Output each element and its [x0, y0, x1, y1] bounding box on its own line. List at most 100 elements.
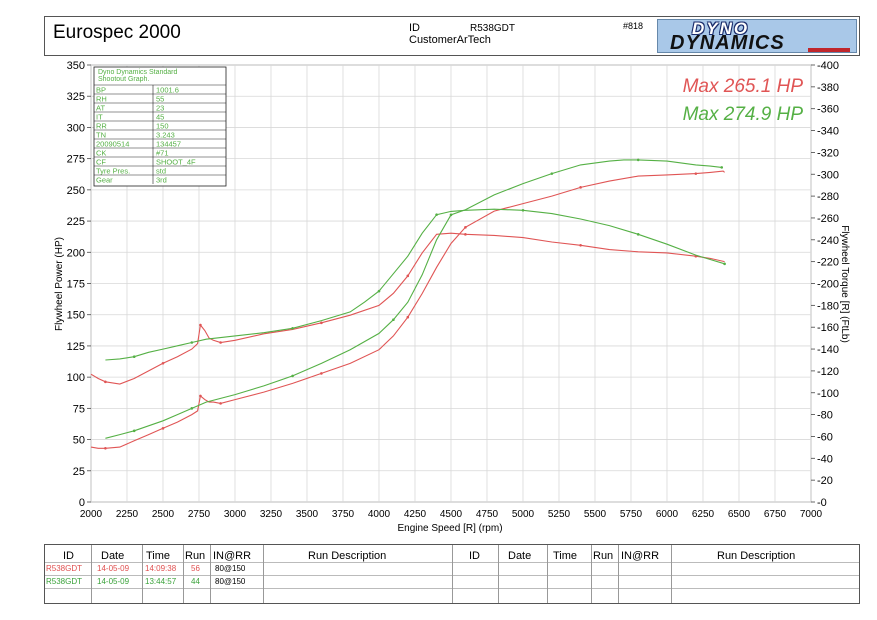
x-tick-label: 4500 — [440, 509, 463, 520]
y-left-tick-label: 350 — [67, 60, 85, 72]
chart-ticks: 2000 2250 2500 2750 3000 3250 3500 3750 4000 4250… — [67, 60, 839, 520]
col-header-inrr: IN@RR — [213, 550, 252, 562]
power-point-1 — [579, 186, 582, 189]
run-table: ID Date Time Run IN@RR Run Description I… — [44, 544, 860, 604]
power-line-2 — [105, 159, 722, 439]
row1-time: 14:09:38 — [145, 564, 177, 573]
y-left-tick-label: 125 — [67, 341, 85, 353]
row2-id: R538GDT — [46, 577, 83, 586]
y-left-tick-label: 50 — [73, 435, 85, 447]
max-power-annotation-red: Max 265.1 HP — [683, 76, 804, 97]
power-point-2 — [720, 166, 724, 169]
y-right-tick-label: -260 — [817, 213, 839, 225]
torque-point-1 — [320, 321, 323, 325]
info-box-value: 3.243 — [156, 131, 175, 140]
dyno-dynamics-logo: DYNO DYNAMICS — [657, 19, 857, 53]
col-header-run: Run — [185, 550, 206, 562]
info-box-value: 3rd — [156, 176, 167, 185]
y-right-tick-label: -40 — [817, 453, 833, 465]
id-label: ID — [409, 22, 420, 34]
x-tick-label: 6000 — [656, 509, 679, 520]
x-tick-label: 5000 — [512, 509, 535, 520]
y-left-tick-label: 275 — [67, 154, 85, 166]
id-value: R538GDT — [470, 23, 516, 34]
x-tick-label: 2750 — [188, 509, 211, 520]
power-point-2 — [449, 213, 453, 217]
y-left-tick-label: 250 — [67, 185, 85, 197]
col-header-date: Date — [101, 550, 125, 562]
y-left-tick-label: 150 — [67, 310, 85, 322]
power-point-1 — [199, 394, 202, 398]
x-tick-label: 3750 — [332, 509, 355, 520]
y-right-tick-label: -60 — [817, 431, 833, 443]
info-box-title-2: Shootout Graph. — [98, 76, 149, 83]
info-box-value: 45 — [156, 113, 164, 122]
info-box-value: std — [156, 167, 166, 176]
torque-point-2 — [377, 289, 381, 293]
col-header-id: ID — [63, 550, 74, 562]
info-box-key: RR — [96, 122, 107, 131]
torque-point-1 — [199, 323, 202, 327]
chart-lines — [90, 158, 726, 450]
x-tick-label: 5250 — [548, 509, 571, 520]
power-point-2 — [392, 318, 395, 322]
y-left-tick-label: 200 — [67, 247, 85, 259]
y-right-tick-label: -160 — [817, 322, 839, 334]
info-box-value: 134457 — [156, 140, 181, 149]
y-right-tick-label: -220 — [817, 257, 839, 269]
col-header-id-2: ID — [469, 550, 480, 562]
customer-label: CustomerArTech — [409, 34, 491, 46]
info-box-title-1: Dyno Dynamics Standard — [98, 69, 177, 76]
x-axis-label: Engine Speed [R] (rpm) — [397, 523, 502, 534]
x-tick-label: 3500 — [296, 509, 319, 520]
y-right-tick-label: -0 — [817, 497, 827, 509]
row1-inrr: 80@150 — [215, 564, 246, 573]
torque-point-2 — [723, 262, 726, 266]
col-header-time-2: Time — [553, 550, 578, 562]
run-number: #818 — [623, 21, 644, 31]
info-box-key: TN — [96, 131, 106, 140]
y-axis-left-label: Flywheel Power (HP) — [54, 237, 65, 331]
info-box-key: CF — [96, 158, 106, 167]
torque-point-2 — [521, 209, 525, 212]
y-right-tick-label: -400 — [817, 60, 839, 72]
torque-point-1 — [219, 341, 222, 344]
row2-time: 13:44:57 — [145, 577, 177, 586]
col-header-run-description: Run Description — [308, 550, 387, 562]
x-tick-label: 3000 — [224, 509, 247, 520]
y-right-tick-label: -180 — [817, 300, 839, 312]
info-box-key: Gear — [96, 176, 113, 185]
power-point-2 — [190, 407, 194, 410]
col-header-run-description-2: Run Description — [717, 550, 796, 562]
torque-point-2 — [132, 355, 136, 358]
torque-point-1 — [464, 233, 467, 236]
torque-point-2 — [190, 341, 194, 344]
y-right-tick-label: -140 — [817, 344, 839, 356]
y-right-tick-label: -380 — [817, 82, 839, 94]
header-bar: Eurospec 2000 ID R538GDT CustomerArTech … — [44, 16, 860, 56]
y-left-tick-label: 325 — [67, 91, 85, 103]
info-box-value: 55 — [156, 95, 164, 104]
y-right-tick-label: -360 — [817, 104, 839, 116]
x-tick-label: 4750 — [476, 509, 499, 520]
power-point-1 — [464, 226, 467, 229]
power-point-1 — [320, 372, 323, 375]
y-left-tick-label: 25 — [73, 466, 85, 478]
info-box-value: SHOOT_4F — [156, 158, 196, 167]
x-tick-label: 7000 — [800, 509, 823, 520]
power-line-1 — [90, 170, 725, 449]
x-tick-label: 4000 — [368, 509, 391, 520]
col-header-time: Time — [146, 550, 171, 562]
torque-point-2 — [291, 326, 294, 330]
torque-point-1 — [104, 380, 107, 384]
x-tick-label: 6250 — [692, 509, 715, 520]
info-box-key: AT — [96, 104, 105, 113]
info-box-key: Tyre Pres. — [96, 167, 130, 176]
col-header-inrr-2: IN@RR — [621, 550, 660, 562]
info-box-key: CK — [96, 149, 106, 158]
power-point-1 — [694, 172, 698, 175]
y-left-tick-label: 225 — [67, 216, 85, 228]
